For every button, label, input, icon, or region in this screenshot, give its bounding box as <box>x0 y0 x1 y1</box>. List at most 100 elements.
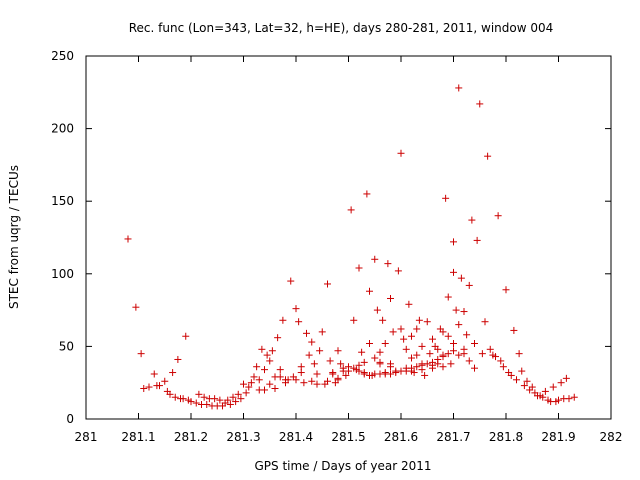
data-point <box>258 345 266 353</box>
data-point <box>282 379 289 387</box>
data-point <box>297 369 305 377</box>
data-point <box>373 306 381 314</box>
data-point <box>266 380 274 388</box>
x-tick-label: 281.9 <box>541 430 575 444</box>
data-point <box>455 321 463 329</box>
data-point <box>271 385 279 393</box>
y-tick-label: 200 <box>51 122 74 136</box>
data-point <box>452 306 460 314</box>
data-point <box>150 370 158 378</box>
data-point <box>200 393 208 401</box>
data-point <box>471 339 478 347</box>
data-point <box>145 383 153 391</box>
data-point <box>413 325 421 333</box>
data-point <box>463 331 471 339</box>
y-tick-label: 150 <box>51 194 74 208</box>
data-point <box>287 277 295 285</box>
data-point <box>347 206 355 214</box>
data-point <box>360 370 368 378</box>
data-point <box>329 370 337 378</box>
data-point <box>371 354 379 362</box>
data-point <box>518 367 526 375</box>
data-point <box>434 345 442 353</box>
x-tick-label: 282 <box>600 430 623 444</box>
data-point <box>562 374 570 382</box>
data-point <box>397 149 405 157</box>
data-point <box>245 383 253 391</box>
data-point <box>305 351 313 359</box>
data-point <box>429 335 436 343</box>
data-point <box>376 360 384 368</box>
data-point <box>515 350 523 358</box>
data-point <box>394 267 402 275</box>
data-point <box>124 235 132 243</box>
data-point <box>465 357 473 365</box>
data-point <box>203 400 211 408</box>
data-point <box>387 370 394 378</box>
data-point <box>250 373 258 381</box>
data-point <box>355 361 363 369</box>
data-point <box>421 371 429 379</box>
data-point <box>161 377 169 385</box>
data-point <box>450 238 457 246</box>
x-tick-label: 281.3 <box>226 430 260 444</box>
data-point <box>366 287 373 295</box>
data-point <box>423 318 431 326</box>
data-point <box>450 339 457 347</box>
data-point <box>363 190 371 198</box>
data-point <box>557 379 565 387</box>
data-point <box>473 236 481 244</box>
data-point <box>232 398 240 406</box>
data-point <box>276 366 284 374</box>
data-point <box>408 354 415 362</box>
data-point <box>494 212 502 220</box>
data-point <box>379 316 387 324</box>
data-point <box>439 363 447 371</box>
data-point <box>468 216 476 224</box>
data-point <box>276 373 284 381</box>
data-point <box>358 348 366 356</box>
data-point <box>528 383 536 391</box>
data-point <box>426 350 434 358</box>
x-tick-label: 281.2 <box>174 430 208 444</box>
data-point <box>460 350 468 358</box>
y-axis-label: STEC from uqrg / TECUs <box>7 165 21 309</box>
data-point <box>316 347 324 355</box>
data-point <box>318 328 326 336</box>
data-point <box>166 390 174 398</box>
y-tick-label: 50 <box>59 339 74 353</box>
x-tick-label: 281.6 <box>384 430 418 444</box>
chart-title: Rec. func (Lon=343, Lat=32, h=HE), days … <box>129 21 554 35</box>
data-point <box>387 363 394 371</box>
x-tick-label: 281.7 <box>436 430 470 444</box>
data-point <box>216 396 224 404</box>
data-point <box>570 393 578 401</box>
data-point <box>137 350 145 358</box>
data-point <box>555 396 562 404</box>
data-point <box>478 350 486 358</box>
data-point <box>413 351 421 359</box>
data-point <box>300 379 308 387</box>
data-point <box>195 390 203 398</box>
data-point <box>171 393 179 401</box>
x-tick-label: 281.8 <box>489 430 523 444</box>
data-point <box>455 84 463 92</box>
data-point <box>507 371 515 379</box>
data-point <box>499 363 507 371</box>
data-point <box>174 355 182 363</box>
data-point <box>457 274 465 282</box>
data-point <box>350 364 358 372</box>
data-point <box>413 363 421 371</box>
data-point <box>366 339 373 347</box>
data-point <box>434 355 442 363</box>
data-point <box>460 308 468 316</box>
data-point <box>549 383 557 391</box>
data-point <box>429 361 436 369</box>
data-point <box>471 364 478 372</box>
data-point <box>229 393 237 401</box>
data-point <box>261 386 268 394</box>
data-point <box>418 342 426 350</box>
x-tick-label: 281 <box>75 430 98 444</box>
data-point <box>444 332 452 340</box>
data-point <box>520 382 528 390</box>
